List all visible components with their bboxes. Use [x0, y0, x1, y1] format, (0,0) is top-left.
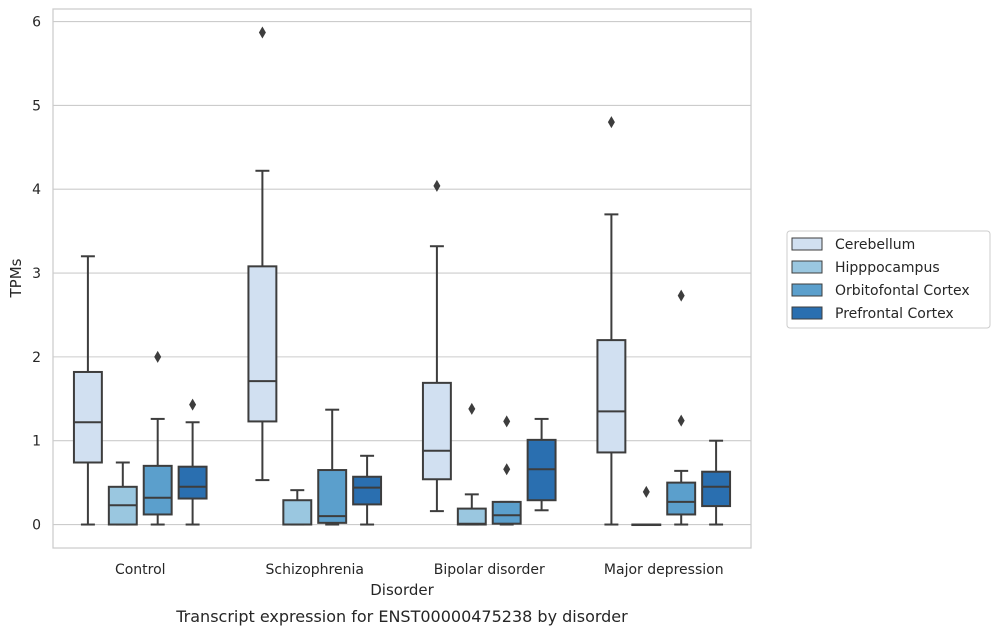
legend-entries: Cerebellum Hipppocampus Orbitofontal Corte…	[791, 237, 970, 322]
box-orbitofontal-cortex	[317, 408, 348, 526]
box-prefrontal-cortex	[352, 454, 383, 526]
box-prefrontal-cortex	[701, 439, 732, 526]
gridlines	[53, 21, 751, 526]
outlier-point	[642, 485, 650, 498]
legend-swatch	[791, 306, 823, 320]
outlier-point	[677, 289, 685, 302]
box-series	[72, 26, 732, 527]
chart-caption: Transcript expression for ENST0000047523…	[175, 607, 628, 626]
legend-swatch	[791, 237, 823, 251]
x-axis-ticks: Control Schizophrenia Bipolar disorder Majo…	[115, 562, 724, 578]
legend-swatch	[791, 283, 823, 297]
y-tick-label: 3	[32, 266, 41, 282]
box-body	[72, 370, 103, 464]
box-body	[491, 500, 522, 525]
outlier-point	[189, 398, 197, 411]
box-body	[247, 265, 278, 423]
plot-frame	[52, 8, 752, 549]
legend-label: Cerebellum	[835, 237, 915, 253]
box-hipppocampus	[107, 461, 138, 526]
box-prefrontal-cortex	[526, 417, 557, 512]
box-cerebellum	[247, 26, 278, 482]
outlier-point	[503, 415, 511, 428]
outlier-point	[607, 116, 615, 129]
box-cerebellum	[421, 179, 452, 513]
box-cerebellum	[596, 116, 627, 526]
y-tick-label: 6	[32, 15, 41, 31]
box-body	[666, 481, 697, 516]
box-body	[456, 507, 487, 526]
y-tick-label: 0	[32, 518, 41, 534]
y-axis-ticks: 0 1 2 3 4 5 6	[32, 15, 41, 534]
outlier-point	[433, 179, 441, 192]
legend-label: Hipppocampus	[835, 260, 940, 276]
box-body	[596, 339, 627, 454]
x-axis-title: Disorder	[370, 581, 434, 599]
box-orbitofontal-cortex	[666, 289, 697, 526]
box-body	[701, 470, 732, 508]
outlier-point	[258, 26, 266, 39]
box-body	[317, 469, 348, 524]
y-tick-label: 5	[32, 98, 41, 114]
outlier-point	[154, 350, 162, 363]
box-hipppocampus	[631, 485, 662, 527]
box-body	[142, 464, 173, 516]
legend-label: Orbitofontal Cortex	[835, 283, 970, 299]
y-tick-label: 2	[32, 350, 41, 366]
y-axis-title: TPMs	[7, 258, 25, 298]
outlier-point	[677, 414, 685, 427]
box-cerebellum	[72, 255, 103, 526]
box-body	[282, 499, 313, 526]
legend-label: Prefrontal Cortex	[835, 306, 954, 322]
plot-background	[53, 9, 751, 548]
legend-swatch	[791, 260, 823, 274]
box-prefrontal-cortex	[177, 398, 208, 526]
box-orbitofontal-cortex	[491, 415, 522, 526]
x-tick-label: Schizophrenia	[266, 562, 364, 578]
legend-frame	[786, 230, 991, 329]
box-body	[352, 475, 383, 506]
outlier-point	[468, 402, 476, 415]
box-hipppocampus	[456, 402, 487, 526]
x-tick-label: Bipolar disorder	[434, 562, 545, 578]
box-body	[421, 381, 452, 481]
legend: Cerebellum Hipppocampus Orbitofontal Corte…	[786, 230, 991, 329]
y-tick-label: 4	[32, 182, 41, 198]
outlier-point	[503, 463, 511, 476]
x-tick-label: Major depression	[604, 562, 724, 578]
box-hipppocampus	[282, 489, 313, 526]
box-body	[177, 465, 208, 500]
box-orbitofontal-cortex	[142, 350, 173, 526]
x-tick-label: Control	[115, 562, 166, 578]
y-tick-label: 1	[32, 434, 41, 450]
